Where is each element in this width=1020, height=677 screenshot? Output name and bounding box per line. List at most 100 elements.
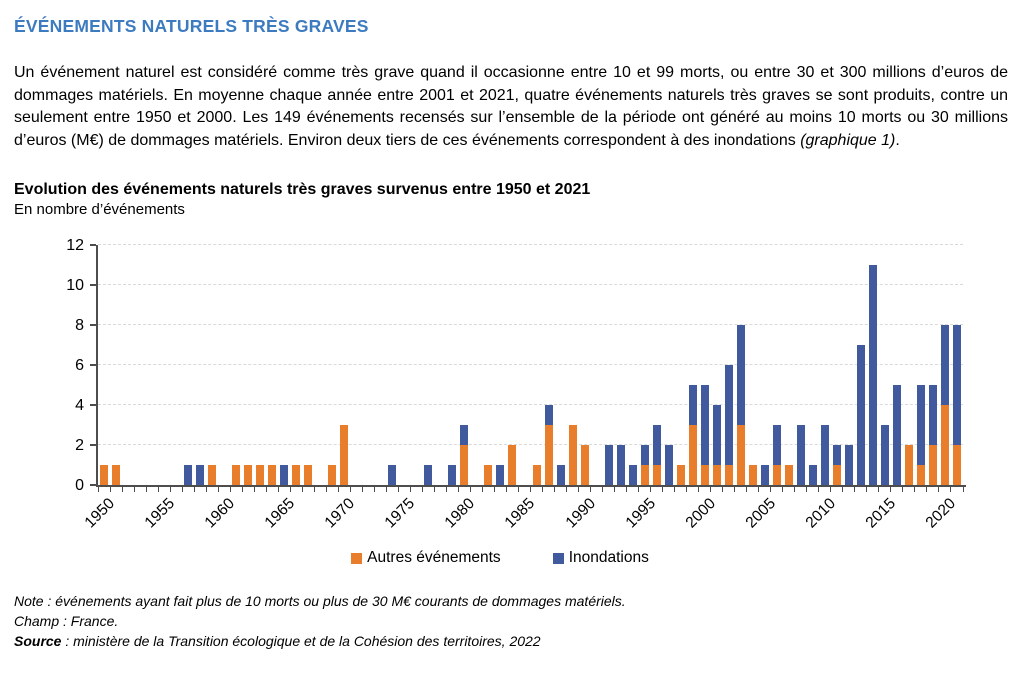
x-tick: [481, 487, 483, 492]
x-tick: [818, 487, 820, 492]
x-tick: [710, 487, 712, 492]
y-axis-label-8: 8: [75, 317, 84, 334]
x-axis-label-1985: 1985: [502, 495, 539, 532]
bar-autres-2000: [700, 465, 709, 485]
source-label: Source: [14, 633, 62, 649]
bar-autres-2001: [712, 465, 721, 485]
x-tick: [181, 487, 183, 492]
legend-item: Inondations: [552, 549, 649, 567]
x-tick: [914, 487, 916, 492]
bar-autres-1951: [112, 465, 121, 485]
bar-autres-2003: [736, 425, 745, 485]
y-axis-label-4: 4: [75, 397, 84, 414]
x-tick: [782, 487, 784, 492]
x-axis-label-1955: 1955: [141, 495, 179, 532]
x-axis: [96, 485, 966, 487]
x-tick: [193, 487, 195, 492]
bar-inondations-1999: [688, 385, 697, 425]
bar-inondations-2000: [700, 385, 709, 465]
bar-inondations-1988: [556, 465, 565, 485]
x-tick: [806, 487, 808, 492]
y-tick-12: [90, 244, 96, 246]
chart-title: Evolution des événements naturels très g…: [14, 181, 591, 198]
x-tick: [493, 487, 495, 492]
bar-autres-2006: [772, 465, 781, 485]
y-axis-label-10: 10: [66, 277, 84, 294]
bar-inondations-1994: [628, 465, 637, 485]
bar-inondations-1965: [280, 465, 289, 485]
gridline-6: [98, 364, 963, 365]
x-tick: [614, 487, 616, 492]
bar-autres-2021: [952, 445, 961, 485]
x-tick: [554, 487, 556, 492]
bar-autres-1986: [532, 465, 541, 485]
bar-autres-2020: [940, 405, 949, 485]
bar-inondations-1995: [640, 445, 649, 465]
notes-block: Note : événements ayant fait plus de 10 …: [14, 591, 626, 651]
x-tick: [926, 487, 928, 492]
x-tick: [97, 487, 99, 492]
gridline-2: [98, 444, 963, 445]
bar-autres-1950: [100, 465, 108, 485]
bar-inondations-1992: [604, 445, 613, 485]
x-tick: [145, 487, 147, 492]
gridline-12: [98, 244, 963, 245]
bar-inondations-2002: [724, 365, 733, 465]
x-tick: [217, 487, 219, 492]
x-tick: [265, 487, 267, 492]
x-tick: [950, 487, 952, 492]
bar-inondations-1957: [184, 465, 193, 485]
legend-item: Autres événements: [351, 549, 501, 567]
bar-inondations-1977: [424, 465, 433, 485]
gridline-4: [98, 404, 963, 405]
x-tick: [397, 487, 399, 492]
bar-autres-1969: [328, 465, 337, 485]
x-axis-label-1950: 1950: [81, 495, 119, 532]
bar-autres-1964: [268, 465, 277, 485]
legend: Autres événements Inondations: [12, 549, 988, 567]
bar-autres-2002: [724, 465, 733, 485]
x-tick: [698, 487, 700, 492]
bar-autres-2017: [904, 445, 913, 485]
bar-inondations-2001: [712, 405, 721, 465]
x-tick: [578, 487, 580, 492]
x-tick: [277, 487, 279, 492]
bar-inondations-2014: [868, 265, 877, 485]
x-axis-label-2015: 2015: [862, 495, 899, 532]
intro-period: .: [895, 131, 900, 149]
source-text: : ministère de la Transition écologique …: [61, 633, 541, 649]
x-axis-label-1965: 1965: [261, 495, 299, 532]
legend-swatch-icon: [351, 552, 363, 564]
y-tick-6: [90, 364, 96, 366]
x-tick: [902, 487, 904, 492]
x-tick: [746, 487, 748, 492]
x-axis-label-2000: 2000: [682, 495, 719, 532]
x-tick: [241, 487, 243, 492]
bar-autres-1990: [580, 445, 589, 485]
x-tick: [457, 487, 459, 492]
bar-inondations-1958: [196, 465, 205, 485]
bar-autres-2011: [832, 465, 841, 485]
bar-autres-2004: [748, 465, 757, 485]
intro-paragraph: Un événement naturel est considéré comme…: [14, 62, 1008, 152]
x-tick: [938, 487, 940, 492]
x-tick: [758, 487, 760, 492]
bar-autres-1980: [460, 445, 469, 485]
intro-graphique-reference: (graphique 1): [800, 131, 896, 149]
y-tick-4: [90, 404, 96, 406]
x-tick: [325, 487, 327, 492]
x-tick: [253, 487, 255, 492]
x-tick: [962, 487, 964, 492]
x-tick: [409, 487, 411, 492]
bar-inondations-1974: [388, 465, 397, 485]
bar-inondations-2003: [736, 325, 745, 425]
bar-inondations-2010: [820, 425, 829, 485]
x-tick: [229, 487, 231, 492]
x-tick: [722, 487, 724, 492]
bar-inondations-1993: [616, 445, 625, 485]
bar-inondations-1987: [544, 405, 553, 425]
x-axis-label-1990: 1990: [562, 495, 599, 532]
y-tick-0: [90, 484, 96, 486]
bar-autres-1966: [292, 465, 301, 485]
